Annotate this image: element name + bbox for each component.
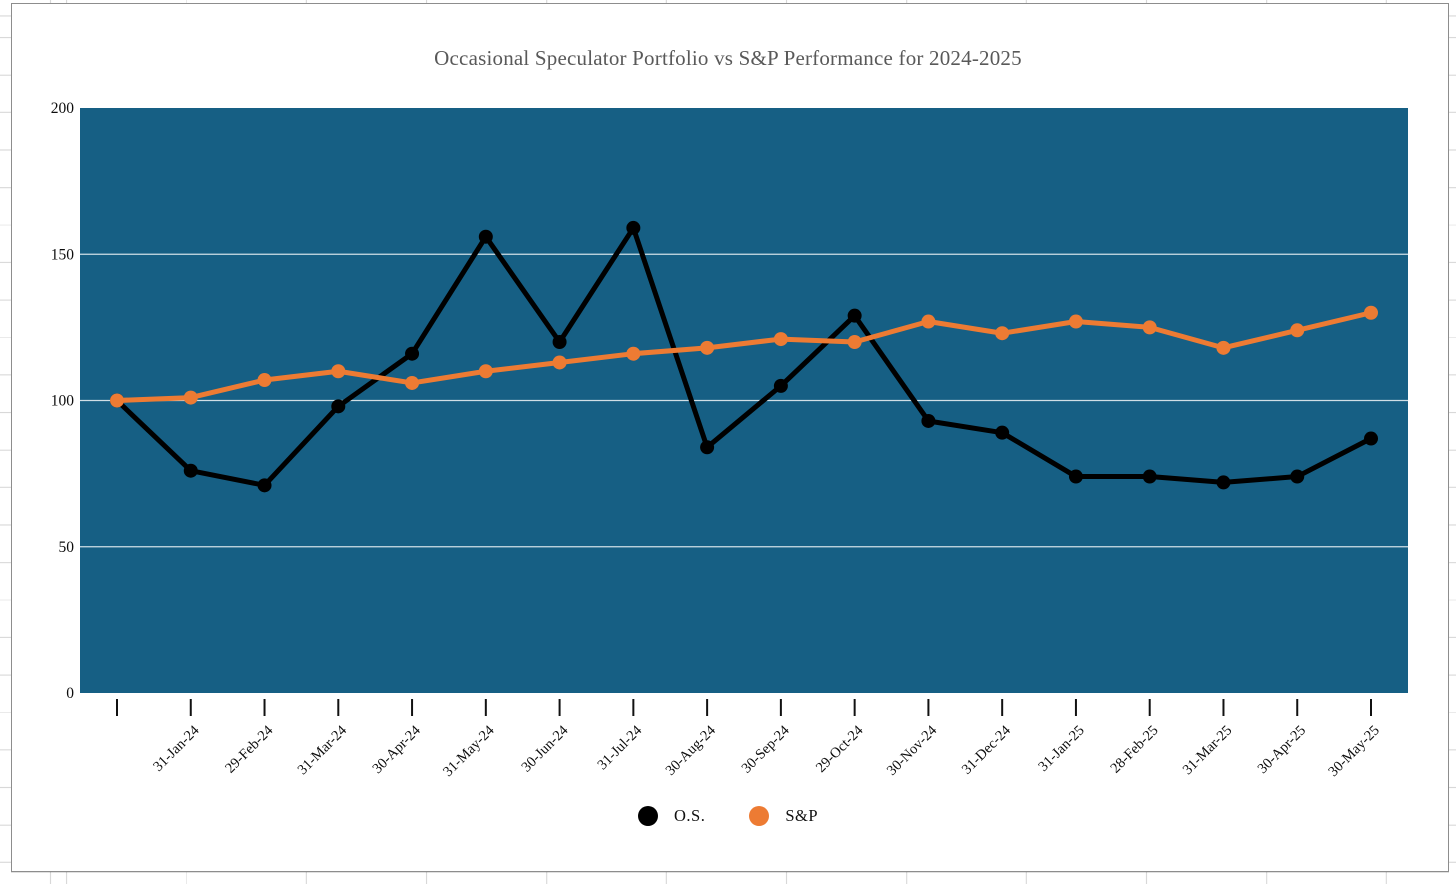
data-point-sp — [331, 364, 346, 379]
x-tick-label: 31-Jan-24 — [150, 722, 203, 775]
legend-item-sp: S&P — [749, 806, 818, 826]
legend-label-os: O.S. — [673, 806, 706, 825]
x-tick-label: 30-May-25 — [1325, 723, 1382, 780]
y-tick-label: 0 — [66, 685, 74, 702]
x-tick-label: 31-Mar-24 — [295, 722, 351, 778]
data-point-sp — [1290, 323, 1305, 338]
data-point-sp — [1364, 305, 1378, 320]
data-point-sp — [847, 335, 862, 349]
series-sp — [110, 305, 1378, 408]
data-point-sp — [626, 346, 641, 361]
x-tick-label: 31-Jan-25 — [1035, 723, 1087, 775]
data-point-os — [773, 378, 788, 393]
data-point-os — [921, 413, 936, 428]
y-tick-label: 200 — [51, 100, 75, 117]
x-tick-label: 30-Apr-24 — [369, 722, 424, 777]
x-tick-label: 31-May-24 — [440, 722, 498, 780]
series-line-sp — [114, 310, 1374, 403]
data-point-os — [847, 308, 862, 323]
x-tick-label: 28-Feb-25 — [1107, 723, 1161, 777]
data-point-os — [626, 220, 641, 235]
x-tick-label: 30-Sep-24 — [739, 722, 794, 777]
data-point-os — [552, 335, 567, 349]
data-point-os — [995, 425, 1010, 440]
sp-series-swatch-icon — [749, 806, 770, 826]
y-tick-label: 150 — [51, 246, 75, 263]
data-point-sp — [921, 314, 936, 329]
data-point-sp — [1216, 340, 1231, 355]
data-point-sp — [552, 355, 567, 370]
x-tick-label: 31-Dec-24 — [959, 722, 1015, 778]
x-tick-label: 30-Apr-25 — [1255, 723, 1309, 777]
y-tick-label: 100 — [51, 393, 75, 410]
data-point-sp — [183, 390, 198, 405]
data-point-sp — [995, 326, 1010, 341]
data-point-os — [1364, 431, 1378, 446]
data-point-os — [331, 399, 346, 414]
data-point-os — [1068, 469, 1083, 484]
legend-item-os: O.S. — [637, 806, 706, 826]
data-point-os — [700, 440, 715, 455]
data-point-os — [257, 478, 272, 493]
x-tick-label: 29-Oct-24 — [813, 722, 867, 776]
data-point-os — [478, 229, 493, 244]
x-tick-label: 29-Feb-24 — [222, 722, 277, 777]
chart-title: Occasional Speculator Portfolio vs S&P P… — [434, 46, 1022, 70]
y-tick-label: 50 — [59, 539, 75, 556]
x-tick-label: 30-Aug-24 — [663, 722, 720, 779]
x-tick-label: 30-Nov-24 — [884, 722, 941, 779]
series-line-os — [114, 225, 1374, 488]
chart-legend: O.S. S&P — [0, 806, 1456, 826]
legend-label-sp: S&P — [785, 806, 819, 825]
data-point-os — [183, 463, 198, 478]
data-point-os — [1290, 469, 1305, 484]
data-point-sp — [110, 393, 124, 408]
data-point-sp — [1068, 314, 1083, 329]
x-tick-label: 31-Jul-24 — [595, 722, 646, 773]
data-point-sp — [1142, 320, 1157, 335]
data-point-sp — [405, 375, 420, 390]
data-point-os — [1142, 469, 1157, 484]
data-point-sp — [478, 364, 493, 379]
os-series-swatch-icon — [637, 806, 658, 826]
x-tick-label: 30-Jun-24 — [519, 722, 572, 775]
x-tick-label: 31-Mar-25 — [1180, 723, 1236, 779]
data-point-os — [405, 346, 420, 361]
data-point-sp — [257, 373, 272, 388]
data-point-sp — [773, 332, 788, 347]
data-point-sp — [700, 340, 715, 355]
data-point-os — [1216, 475, 1231, 490]
